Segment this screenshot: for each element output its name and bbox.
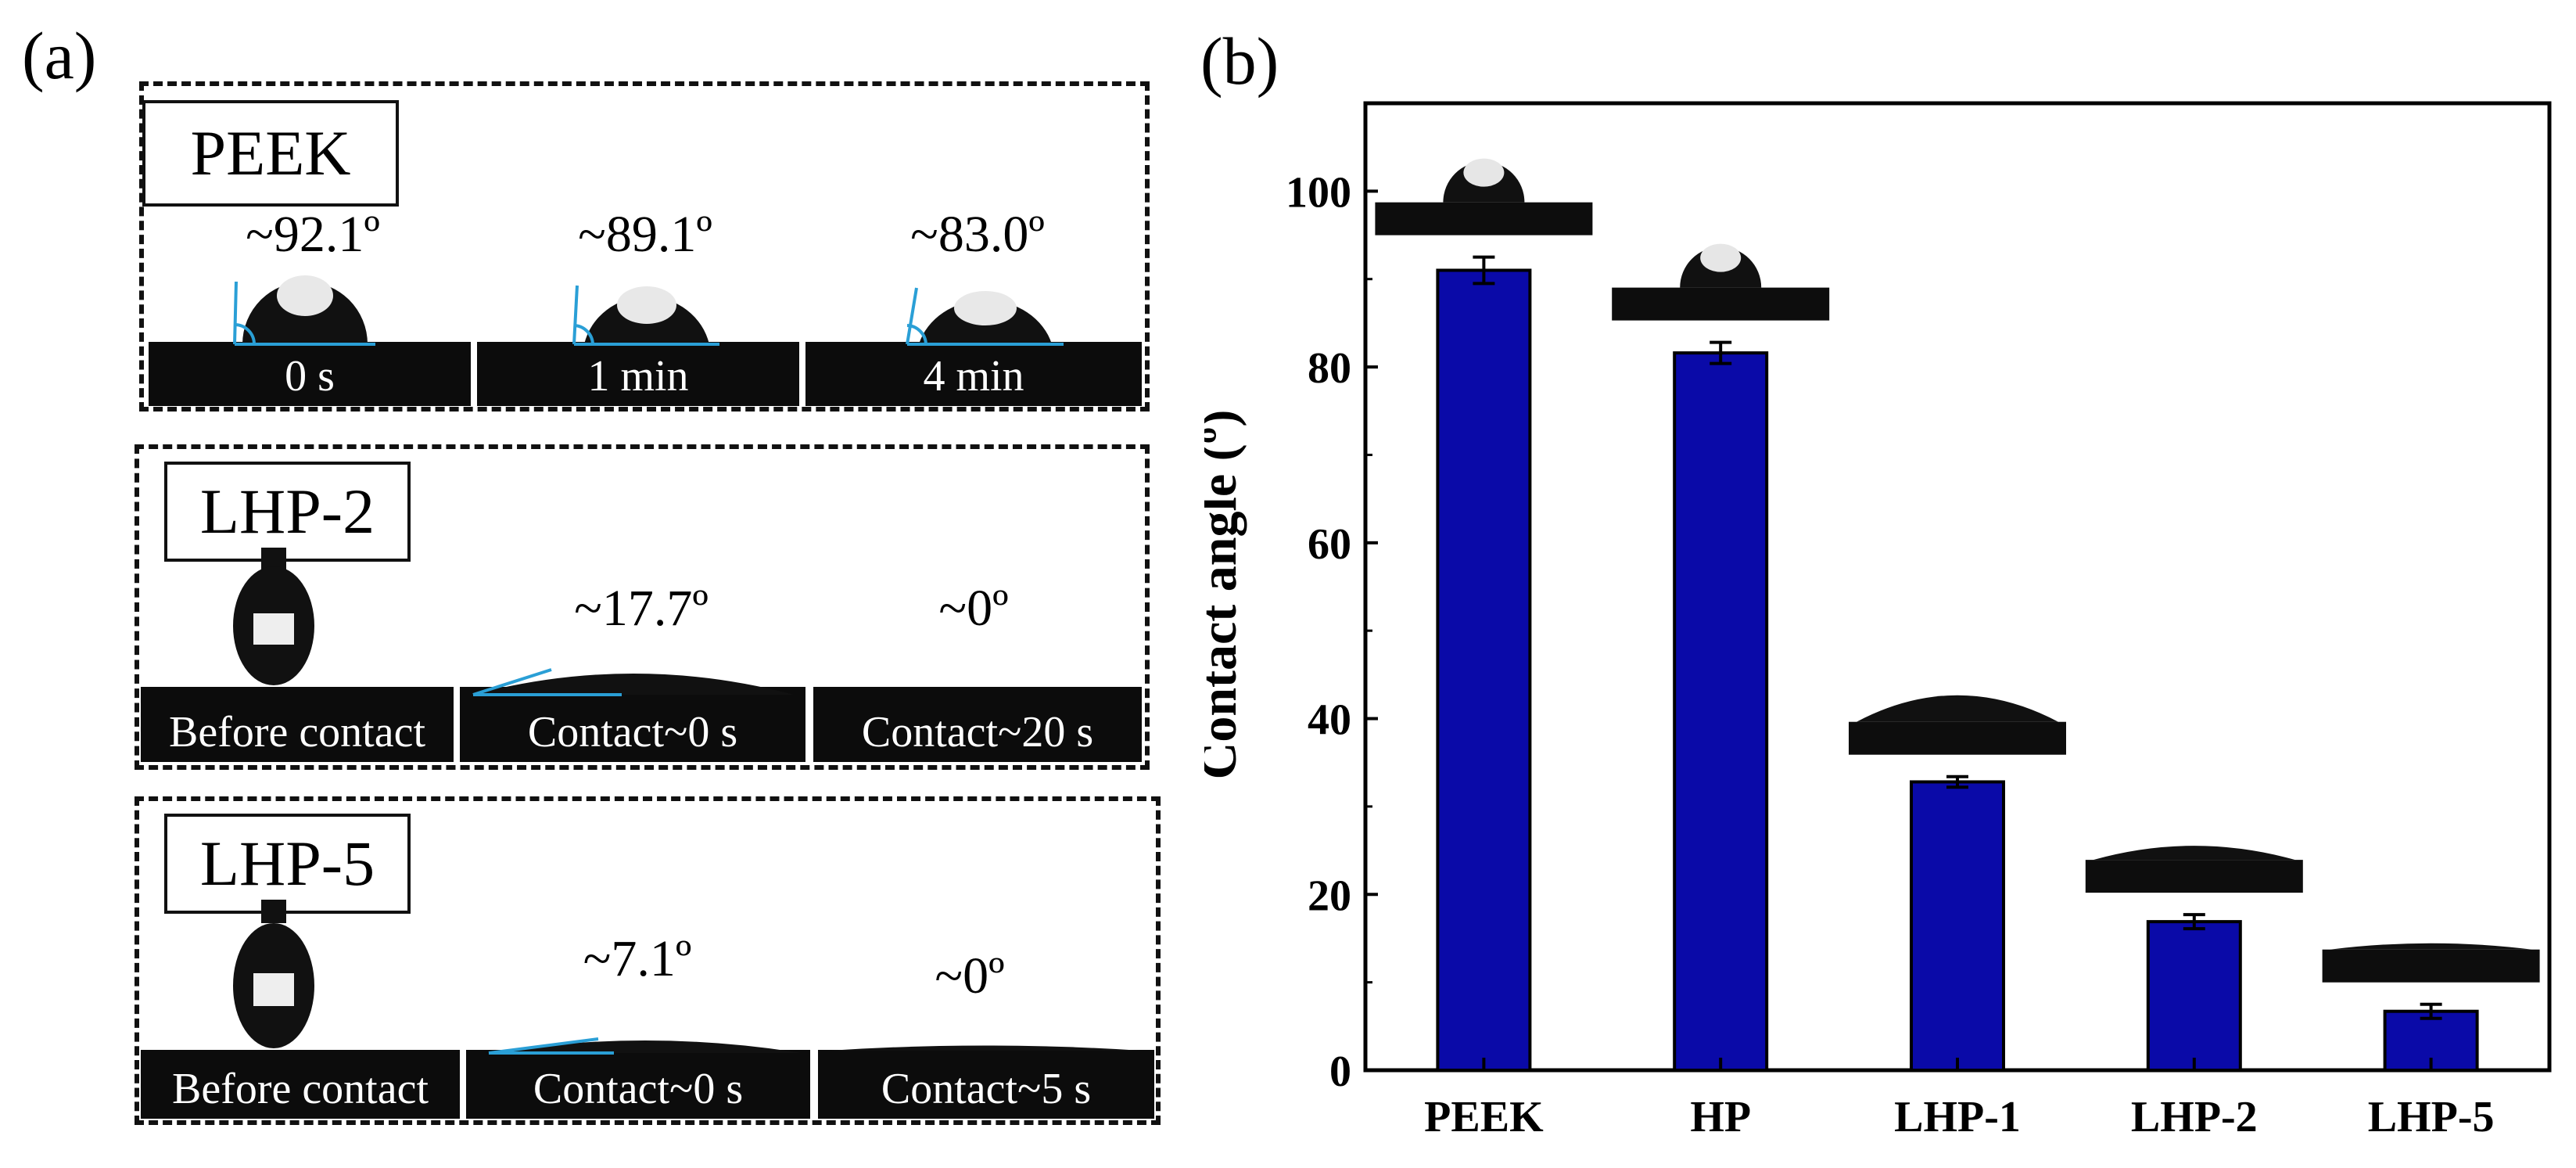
lhp5-angle-contact0s: ~7.1º [583, 930, 692, 987]
bar-hp [1673, 351, 1769, 1072]
inset-droplet-lhp-5 [2330, 943, 2532, 950]
peek-photo-4min: 4 min [805, 342, 1142, 406]
inset-droplet-lhp-1 [1857, 695, 2058, 722]
lhp5-caption-contact0s: Contact~0 s [533, 1065, 744, 1113]
lhp2-hanging-droplet [233, 548, 314, 685]
lhp5-photo-contact0s: Contact~0 s [466, 1050, 810, 1119]
lhp5-spread-droplet [488, 1037, 802, 1055]
inset-droplet-highlight [1700, 243, 1742, 272]
peek-photo-1min: 1 min [477, 342, 799, 406]
peek-droplet-1min [572, 285, 719, 346]
lhp5-caption-contact5s: Contact~5 s [881, 1065, 1092, 1113]
lhp2-caption-contact0s: Contact~0 s [527, 708, 738, 757]
peek-angle-4min: ~83.0º [910, 206, 1045, 263]
peek-droplet-4min [906, 287, 1064, 346]
lhp5-caption-before: Before contact [171, 1065, 429, 1113]
peek-sample-label: PEEK [142, 100, 399, 207]
inset-substrate-peek [1375, 202, 1593, 235]
inset-substrate-lhp-2 [2085, 860, 2303, 893]
y-tick-label-40: 40 [1308, 696, 1351, 745]
inset-droplet-lhp-2 [2093, 846, 2295, 861]
bar-peek [1436, 268, 1532, 1072]
x-tick-label-lhp-1: LHP-1 [1894, 1093, 2021, 1141]
bar-lhp-1 [1910, 780, 2005, 1072]
lhp2-group-box [135, 444, 1150, 770]
y-tick-label-80: 80 [1308, 344, 1351, 393]
panel-b-label: (b) [1200, 23, 1279, 99]
y-tick-label-20: 20 [1308, 872, 1351, 920]
lhp2-photo-contact20s: Contact~20 s [813, 687, 1142, 762]
contact-angle-bar-chart: 0 20 40 60 80 100 PEEK HP LHP-1 LHP-2 LHP-5 Contac… [1204, 101, 2552, 1141]
x-tick-label-peek: PEEK [1424, 1093, 1544, 1141]
lhp2-photo-before: Before contact [141, 687, 454, 762]
lhp5-film [829, 1045, 1142, 1051]
lhp2-angle-contact0s: ~17.7º [574, 580, 709, 637]
peek-caption-1min: 1 min [587, 352, 689, 401]
inset-substrate-lhp-5 [2322, 949, 2540, 983]
lhp5-angle-contact5s: ~0º [935, 947, 1005, 1004]
lhp2-caption-contact20s: Contact~20 s [861, 708, 1094, 757]
bar-lhp-2 [2146, 920, 2242, 1073]
lhp2-spread-droplet [472, 668, 794, 696]
lhp2-sample-label: LHP-2 [164, 462, 411, 562]
peek-caption-4min: 4 min [923, 352, 1024, 401]
x-tick-label-hp: HP [1690, 1093, 1751, 1141]
y-tick-label-100: 100 [1286, 168, 1351, 217]
y-tick-label-60: 60 [1308, 520, 1351, 569]
lhp2-caption-before: Before contact [168, 708, 426, 757]
inset-substrate-lhp-1 [1849, 721, 2066, 755]
inset-substrate-hp [1612, 287, 1830, 321]
y-axis-label: Contact angle (º) [1204, 410, 1247, 780]
lhp5-group-box [135, 796, 1161, 1125]
peek-photo-0s: 0 s [149, 342, 471, 406]
peek-group-box [139, 81, 1150, 411]
peek-angle-1min: ~89.1º [578, 206, 712, 263]
peek-angle-0s: ~92.1º [246, 206, 380, 263]
lhp2-photo-contact0s: Contact~0 s [460, 687, 805, 762]
peek-droplet-0s [233, 275, 375, 346]
x-tick-label-lhp-5: LHP-5 [2368, 1093, 2495, 1141]
peek-caption-0s: 0 s [285, 352, 335, 401]
inset-droplet-highlight [1463, 158, 1505, 187]
lhp5-photo-before: Before contact [141, 1050, 460, 1119]
lhp5-sample-label: LHP-5 [164, 814, 411, 914]
panel-a-label: (a) [22, 18, 97, 93]
y-tick-label-0: 0 [1329, 1048, 1351, 1096]
lhp2-angle-contact20s: ~0º [938, 580, 1009, 637]
x-tick-label-lhp-2: LHP-2 [2131, 1093, 2258, 1141]
lhp5-photo-contact5s: Contact~5 s [818, 1050, 1154, 1119]
lhp5-hanging-droplet [233, 900, 314, 1048]
